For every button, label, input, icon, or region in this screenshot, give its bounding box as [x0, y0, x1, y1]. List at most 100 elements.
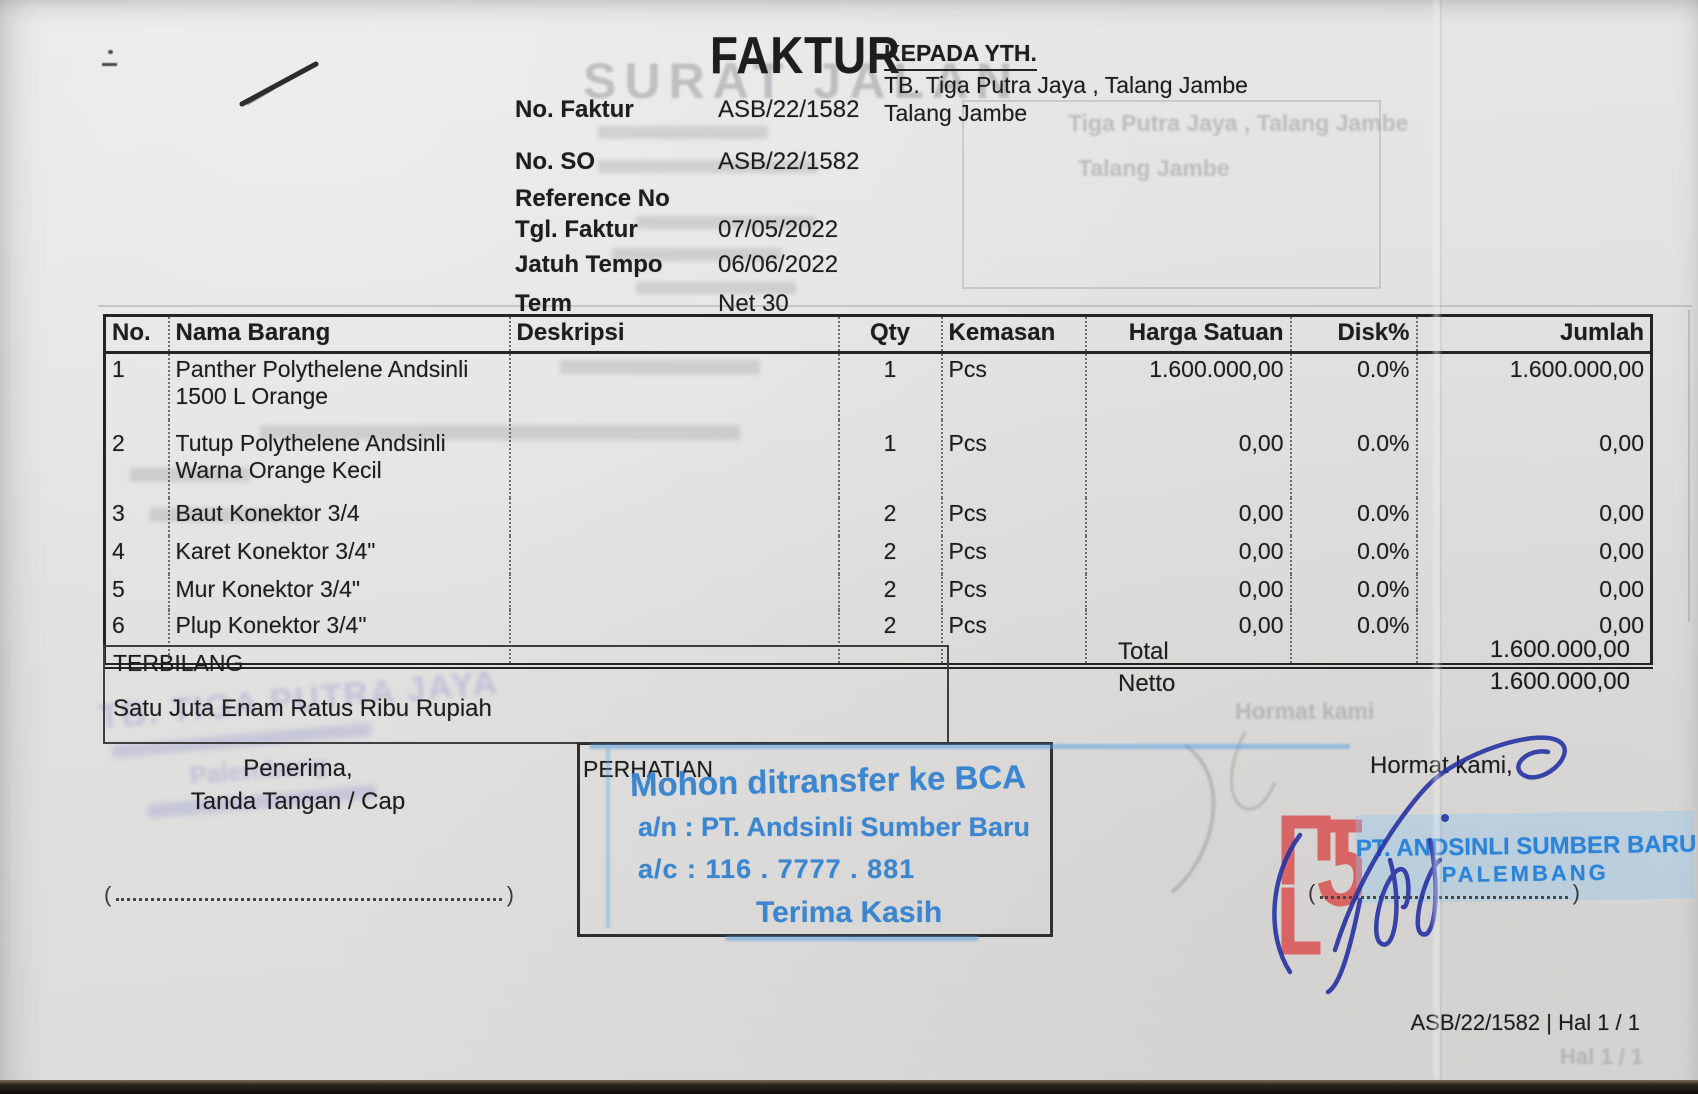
perhatian-box — [577, 742, 1053, 937]
table-row: 2 Tutup Polythelene Andsinli Warna Orang… — [105, 420, 1652, 498]
total-value: 1.600.000,00 — [1489, 636, 1630, 663]
cell-jumlah: 0,00 — [1415, 574, 1652, 610]
dotted-rule — [116, 898, 502, 901]
netto-value: 1.600.000,00 — [1489, 668, 1630, 695]
cell-no: 3 — [112, 500, 125, 526]
terbilang-text: Satu Juta Enam Ratus Ribu Rupiah — [113, 695, 492, 722]
perhatian-label: PERHATIAN — [583, 756, 713, 782]
cell-qty: 1 — [837, 420, 942, 498]
table-row: 3 Baut Konektor 3/4 2 Pcs 0,00 0.0% 0,00 — [105, 498, 1652, 536]
header-no: No. — [104, 315, 169, 354]
ghost-vertical-line-right — [1688, 310, 1690, 622]
cell-kemasan: Pcs — [940, 610, 1086, 666]
header-kemasan: Kemasan — [940, 315, 1086, 354]
fold-crease — [1434, 0, 1439, 1080]
signature-dotted-line-right: ( ) — [1308, 880, 1580, 906]
table-row: 5 Mur Konektor 3/4" 2 Pcs 0,00 0.0% 0,00 — [105, 574, 1652, 610]
cell-nama: Karet Konektor 3/4" — [167, 536, 510, 574]
cell-deskripsi — [508, 536, 839, 574]
header-disk: Disk% — [1289, 315, 1417, 354]
cell-nama: Panther Polythelene Andsinli 1500 L Oran… — [167, 352, 510, 420]
ink-speck-dot — [108, 50, 113, 54]
meta-label-tgl-faktur: Tgl. Faktur — [515, 216, 638, 243]
cell-disk: 0.0% — [1289, 536, 1417, 574]
cell-no: 6 — [112, 612, 125, 638]
table-header-row: No. Nama Barang Deskripsi Qty Kemasan Ha… — [104, 315, 1652, 354]
cell-nama: Plup Konektor 3/4" — [167, 610, 510, 666]
cell-qty: 1 — [837, 352, 942, 420]
cell-harga: 0,00 — [1084, 498, 1291, 536]
ghost-text-streak — [598, 126, 768, 139]
terbilang-box: TERBILANG Satu Juta Enam Ratus Ribu Rupi… — [103, 645, 949, 744]
cell-qty: 2 — [837, 574, 942, 610]
fold-crease-shadow — [1440, 0, 1442, 1080]
meta-label-no-so: No. SO — [515, 148, 596, 175]
cell-jumlah: 0,00 — [1415, 420, 1652, 498]
cell-jumlah: 1.600.000,00 — [1415, 352, 1652, 420]
meta-label-reference-no: Reference No — [515, 185, 670, 212]
cell-deskripsi — [508, 574, 839, 610]
pen-scratch-mark — [239, 61, 319, 107]
ghost-recipient-line1: Tiga Putra Jaya , Talang Jambe — [1068, 110, 1409, 136]
scan-bottom-edge — [0, 1080, 1698, 1094]
ghost-recipient-line2: Talang Jambe — [1078, 155, 1230, 181]
cell-harga: 1.600.000,00 — [1084, 352, 1291, 420]
bca-stamp-line2: a/n : PT. Andsinli Sumber Baru — [638, 812, 1031, 842]
cell-deskripsi — [508, 498, 839, 536]
blue-stamp-left-edge — [606, 748, 610, 928]
cell-nama: Baut Konektor 3/4 — [167, 498, 510, 536]
ghost-signature-scribble — [1170, 731, 1277, 894]
recipient-line2: Talang Jambe — [884, 100, 1028, 126]
cell-no: 4 — [112, 538, 125, 564]
cell-harga: 0,00 — [1084, 610, 1291, 666]
ghost-hormat-kami: Hormat kami — [1235, 698, 1375, 724]
cell-disk: 0.0% — [1289, 498, 1417, 536]
cell-disk: 0.0% — [1289, 610, 1417, 666]
cell-deskripsi — [508, 352, 839, 420]
netto-label: Netto — [1118, 670, 1176, 697]
ghost-text-streak — [598, 160, 818, 173]
paren-close: ) — [1572, 880, 1580, 905]
cell-kemasan: Pcs — [940, 536, 1086, 574]
cell-kemasan: Pcs — [940, 420, 1086, 498]
bca-stamp-line3: a/c : 116 . 7777 . 881 — [638, 854, 916, 884]
ink-speck-dash — [102, 63, 117, 66]
cell-jumlah: 0,00 — [1415, 536, 1652, 574]
cell-deskripsi — [508, 420, 839, 498]
ghost-text-streak — [636, 282, 796, 294]
header-deskripsi: Deskripsi — [508, 315, 839, 354]
bca-stamp-line4: Terima Kasih — [756, 896, 943, 929]
table-row: 1 Panther Polythelene Andsinli 1500 L Or… — [105, 352, 1652, 420]
cell-disk: 0.0% — [1289, 574, 1417, 610]
cell-nama: Mur Konektor 3/4" — [167, 574, 510, 610]
penerima-label: Penerima, — [243, 755, 353, 782]
signature — [1272, 735, 1567, 995]
meta-value-no-so: ASB/22/1582 — [718, 148, 860, 175]
paren-open: ( — [1308, 880, 1316, 905]
header-qty: Qty — [837, 315, 942, 354]
paren-open: ( — [104, 882, 112, 907]
cell-qty: 2 — [837, 536, 942, 574]
cell-harga: 0,00 — [1084, 574, 1291, 610]
cell-qty: 2 — [837, 610, 942, 666]
header-harga-satuan: Harga Satuan — [1084, 315, 1291, 354]
header-nama-barang: Nama Barang — [167, 315, 510, 354]
footer-page-ref: ASB/22/1582 | Hal 1 / 1 — [1410, 1010, 1640, 1035]
tanda-tangan-label: Tanda Tangan / Cap — [190, 788, 406, 815]
ghost-text-streak — [612, 248, 782, 261]
cell-jumlah: 0,00 — [1415, 498, 1652, 536]
page-title: FAKTUR — [710, 27, 901, 85]
cell-qty: 2 — [837, 498, 942, 536]
total-label: Total — [1118, 638, 1169, 665]
blue-stamp-top-edge — [590, 744, 1350, 749]
cell-no: 2 — [112, 430, 125, 456]
cell-disk: 0.0% — [1289, 420, 1417, 498]
items-table: No. Nama Barang Deskripsi Qty Kemasan Ha… — [103, 314, 1653, 669]
cell-kemasan: Pcs — [940, 352, 1086, 420]
ghost-watermark: SURAT JALAN — [583, 53, 1021, 109]
header-jumlah: Jumlah — [1415, 315, 1652, 354]
table-row: 4 Karet Konektor 3/4" 2 Pcs 0,00 0.0% 0,… — [105, 536, 1652, 574]
cell-harga: 0,00 — [1084, 420, 1291, 498]
cell-kemasan: Pcs — [940, 498, 1086, 536]
recipient-line1: TB. Tiga Putra Jaya , Talang Jambe — [884, 72, 1248, 98]
